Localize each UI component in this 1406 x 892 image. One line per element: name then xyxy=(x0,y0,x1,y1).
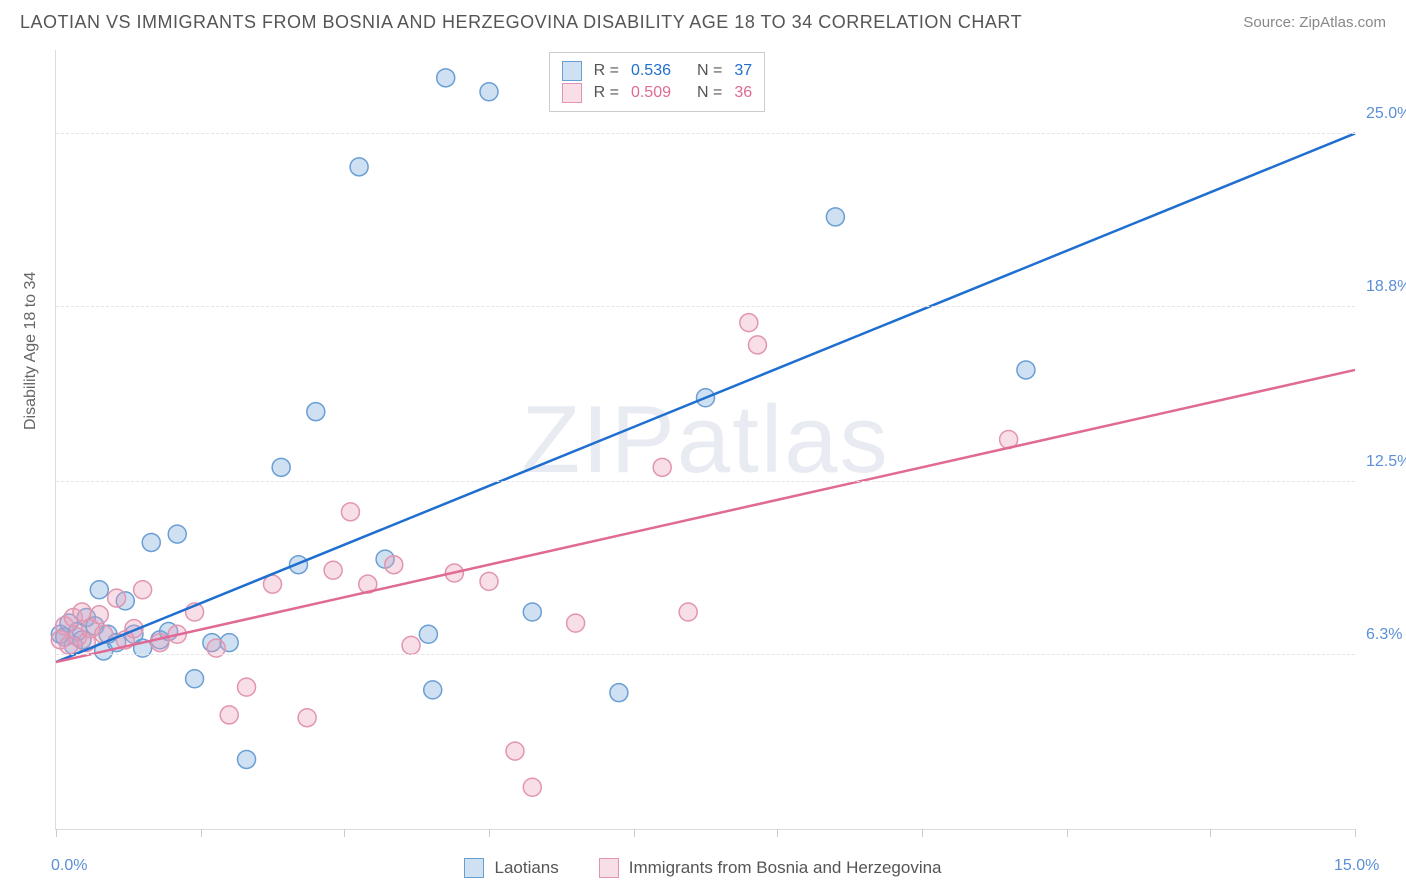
legend-N-value: 37 xyxy=(734,62,752,80)
scatter-point xyxy=(424,681,442,699)
y-tick-label: 25.0% xyxy=(1366,105,1406,123)
scatter-point xyxy=(402,636,420,654)
scatter-point xyxy=(341,503,359,521)
chart-svg xyxy=(56,50,1355,829)
scatter-point xyxy=(272,458,290,476)
scatter-point xyxy=(437,69,455,87)
scatter-point xyxy=(238,750,256,768)
legend-R-value: 0.509 xyxy=(631,84,671,102)
legend-R-label: R = xyxy=(594,62,619,80)
legend-swatch xyxy=(562,83,582,103)
scatter-point xyxy=(419,625,437,643)
legend-label-0: Laotians xyxy=(494,858,558,878)
scatter-point xyxy=(567,614,585,632)
x-tick-label-left: 0.0% xyxy=(51,857,87,875)
scatter-point xyxy=(134,581,152,599)
scatter-point xyxy=(220,706,238,724)
plot-area: ZIPatlas xyxy=(55,50,1355,830)
scatter-point xyxy=(298,709,316,727)
x-tick xyxy=(634,829,635,837)
scatter-point xyxy=(324,561,342,579)
scatter-point xyxy=(307,403,325,421)
scatter-point xyxy=(748,336,766,354)
scatter-point xyxy=(740,314,758,332)
legend-R-label: R = xyxy=(594,84,619,102)
legend-top-row: R = 0.536 N = 37 xyxy=(562,61,753,81)
legend-R-value: 0.536 xyxy=(631,62,671,80)
y-tick-label: 12.5% xyxy=(1366,453,1406,471)
x-tick xyxy=(56,829,57,837)
x-tick xyxy=(344,829,345,837)
legend-swatch-1 xyxy=(599,858,619,878)
legend-swatch xyxy=(562,61,582,81)
x-tick xyxy=(922,829,923,837)
gridline-h xyxy=(56,133,1355,134)
scatter-point xyxy=(350,158,368,176)
legend-top: R = 0.536 N = 37 R = 0.509 N = 36 xyxy=(549,52,766,112)
trend-line xyxy=(56,370,1355,662)
scatter-point xyxy=(610,684,628,702)
scatter-point xyxy=(480,83,498,101)
x-tick xyxy=(201,829,202,837)
scatter-point xyxy=(90,606,108,624)
scatter-point xyxy=(653,458,671,476)
legend-N-label: N = xyxy=(697,62,722,80)
chart-title: LAOTIAN VS IMMIGRANTS FROM BOSNIA AND HE… xyxy=(20,12,1022,33)
scatter-point xyxy=(238,678,256,696)
scatter-point xyxy=(168,525,186,543)
x-tick xyxy=(1067,829,1068,837)
trend-line xyxy=(56,133,1355,662)
scatter-point xyxy=(73,603,91,621)
y-tick-label: 18.8% xyxy=(1366,278,1406,296)
scatter-point xyxy=(108,589,126,607)
source-label: Source: ZipAtlas.com xyxy=(1243,14,1386,31)
legend-bottom: Laotians Immigrants from Bosnia and Herz… xyxy=(0,858,1406,878)
x-tick xyxy=(777,829,778,837)
scatter-point xyxy=(523,603,541,621)
scatter-point xyxy=(186,670,204,688)
scatter-point xyxy=(142,533,160,551)
scatter-point xyxy=(90,581,108,599)
legend-label-1: Immigrants from Bosnia and Herzegovina xyxy=(629,858,942,878)
scatter-point xyxy=(679,603,697,621)
scatter-point xyxy=(523,778,541,796)
y-axis-label: Disability Age 18 to 34 xyxy=(22,272,40,430)
x-tick xyxy=(1210,829,1211,837)
gridline-h xyxy=(56,654,1355,655)
scatter-point xyxy=(826,208,844,226)
source-prefix: Source: xyxy=(1243,14,1299,31)
x-tick xyxy=(489,829,490,837)
x-tick xyxy=(1355,829,1356,837)
legend-top-row: R = 0.509 N = 36 xyxy=(562,83,753,103)
legend-N-value: 36 xyxy=(734,84,752,102)
scatter-point xyxy=(480,572,498,590)
scatter-point xyxy=(385,556,403,574)
chart-container: LAOTIAN VS IMMIGRANTS FROM BOSNIA AND HE… xyxy=(0,0,1406,892)
legend-swatch-0 xyxy=(464,858,484,878)
gridline-h xyxy=(56,481,1355,482)
source-name: ZipAtlas.com xyxy=(1299,14,1386,31)
gridline-h xyxy=(56,306,1355,307)
y-tick-label: 6.3% xyxy=(1366,626,1402,644)
scatter-point xyxy=(1017,361,1035,379)
legend-bottom-item-0: Laotians xyxy=(464,858,558,878)
scatter-point xyxy=(506,742,524,760)
x-tick-label-right: 15.0% xyxy=(1334,857,1379,875)
legend-N-label: N = xyxy=(697,84,722,102)
legend-bottom-item-1: Immigrants from Bosnia and Herzegovina xyxy=(599,858,942,878)
